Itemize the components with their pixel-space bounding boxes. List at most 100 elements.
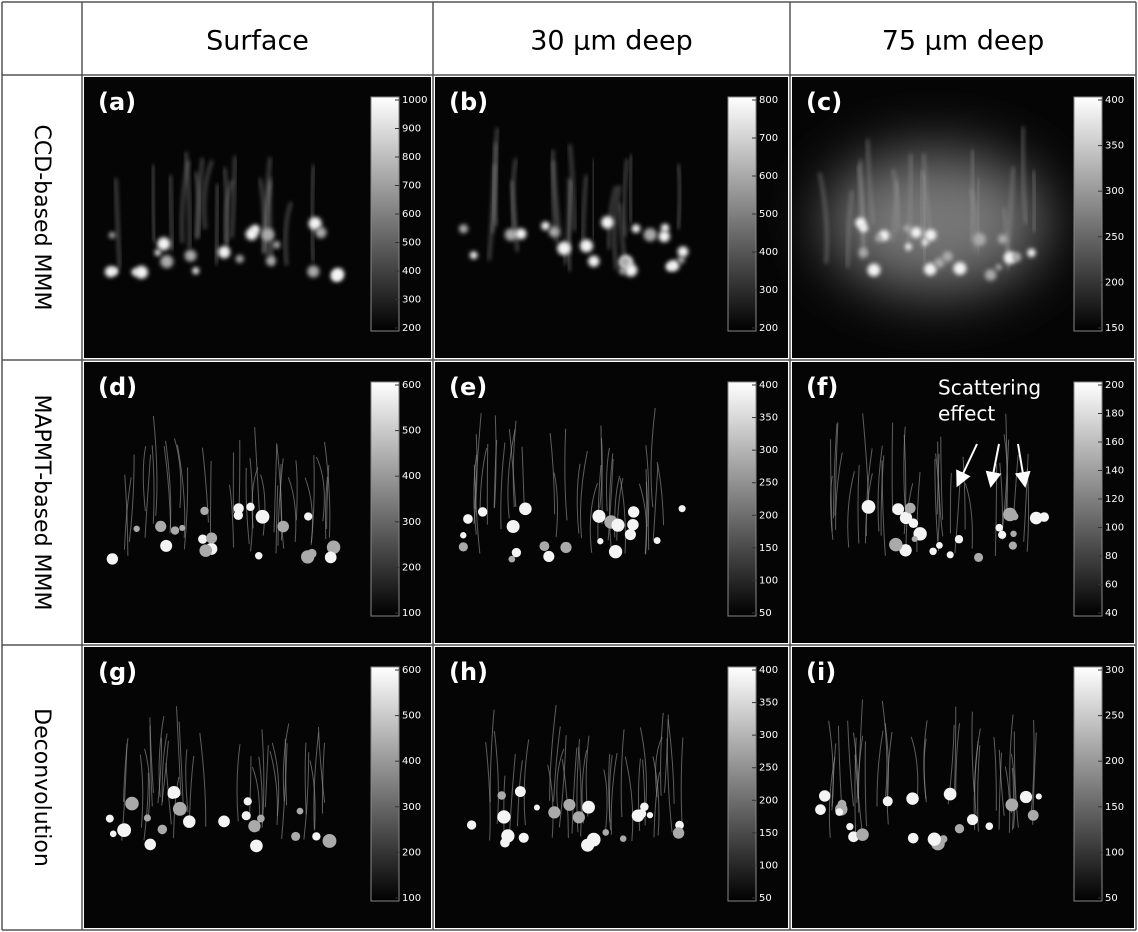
soma <box>580 239 593 252</box>
soma <box>644 228 657 241</box>
soma <box>856 828 868 840</box>
soma <box>912 536 918 542</box>
soma <box>242 811 251 820</box>
soma <box>597 538 603 544</box>
colorbar-tick-label: 350 <box>1105 141 1124 152</box>
soma <box>534 805 540 811</box>
soma <box>171 789 180 798</box>
soma <box>497 791 505 799</box>
panel-label: (i) <box>806 658 836 686</box>
panel-label: (a) <box>98 88 136 116</box>
soma <box>908 833 919 844</box>
soma <box>200 507 208 515</box>
panel-label: (c) <box>806 88 842 116</box>
soma <box>179 525 185 531</box>
colorbar-tick-label: 250 <box>1105 711 1124 722</box>
colorbar-tick-label: 100 <box>1105 523 1124 534</box>
soma <box>246 228 258 240</box>
colorbar-tick-label: 200 <box>402 562 421 573</box>
colorbar-tick-label: 300 <box>402 295 421 306</box>
colorbar-tick-label: 250 <box>759 763 778 774</box>
colorbar-tick-label: 150 <box>759 828 778 839</box>
colorbar-tick-label: 100 <box>759 575 778 586</box>
dendrite <box>630 155 631 223</box>
soma <box>944 788 957 801</box>
colorbar-tick-label: 600 <box>402 209 421 220</box>
row-header: CCD-based MMM <box>29 125 54 311</box>
soma <box>588 256 599 267</box>
colorbar-tick-label: 100 <box>759 860 778 871</box>
soma <box>557 242 571 256</box>
soma <box>501 829 514 842</box>
soma <box>291 832 300 841</box>
colorbar-tick-label: 140 <box>1105 466 1124 477</box>
soma <box>859 248 869 258</box>
soma <box>602 829 609 836</box>
colorbar-tick-label: 300 <box>402 802 421 813</box>
soma <box>218 246 230 258</box>
soma <box>563 799 575 811</box>
soma <box>144 814 151 821</box>
colorbar-tick-label: 300 <box>759 445 778 456</box>
panel-label: (h) <box>449 658 488 686</box>
soma <box>955 824 964 833</box>
colorbar <box>728 382 756 616</box>
colorbar-tick-label: 500 <box>402 238 421 249</box>
colorbar-tick-label: 400 <box>1105 95 1124 106</box>
soma <box>658 231 669 242</box>
soma <box>297 808 304 815</box>
soma <box>835 808 843 816</box>
soma <box>1027 249 1036 258</box>
colorbar-tick-label: 400 <box>759 380 778 391</box>
soma <box>234 511 243 520</box>
colorbar-tick-label: 300 <box>759 285 778 296</box>
soma <box>160 255 173 268</box>
soma <box>862 500 876 514</box>
soma <box>906 792 918 804</box>
soma <box>985 269 997 281</box>
soma <box>248 820 260 832</box>
soma <box>625 529 636 540</box>
soma <box>1020 791 1032 803</box>
annotation: Scattering <box>938 376 1041 400</box>
soma <box>541 222 550 231</box>
soma <box>109 232 116 239</box>
soma <box>611 519 624 532</box>
soma <box>815 804 826 815</box>
colorbar-tick-label: 800 <box>759 95 778 106</box>
soma <box>974 553 983 562</box>
soma <box>246 503 254 511</box>
soma <box>144 839 156 851</box>
soma <box>911 227 922 238</box>
soma <box>661 224 669 232</box>
soma <box>819 790 830 801</box>
soma <box>155 249 161 255</box>
soma <box>924 263 937 276</box>
column-header: 30 μm deep <box>530 26 693 57</box>
colorbar-tick-label: 200 <box>759 510 778 521</box>
soma <box>1011 513 1019 521</box>
soma <box>1036 793 1042 799</box>
soma <box>497 810 510 823</box>
colorbar-tick-label: 700 <box>402 181 421 192</box>
colorbar-tick-label: 800 <box>402 152 421 163</box>
soma <box>106 815 114 823</box>
soma <box>155 521 166 532</box>
colorbar <box>1074 667 1102 901</box>
soma <box>666 262 675 271</box>
colorbar-tick-label: 200 <box>1105 277 1124 288</box>
colorbar-tick-label: 600 <box>402 665 421 676</box>
soma <box>266 256 276 266</box>
soma <box>637 809 646 818</box>
colorbar <box>728 97 756 331</box>
soma <box>315 227 326 238</box>
colorbar-tick-label: 120 <box>1105 494 1124 505</box>
soma <box>883 796 893 806</box>
colorbar-tick-label: 100 <box>1105 847 1124 858</box>
soma <box>125 797 139 811</box>
soma <box>107 553 118 564</box>
soma <box>609 545 622 558</box>
colorbar-tick-label: 600 <box>402 380 421 391</box>
colorbar-tick-label: 50 <box>759 893 772 904</box>
soma <box>889 538 902 551</box>
